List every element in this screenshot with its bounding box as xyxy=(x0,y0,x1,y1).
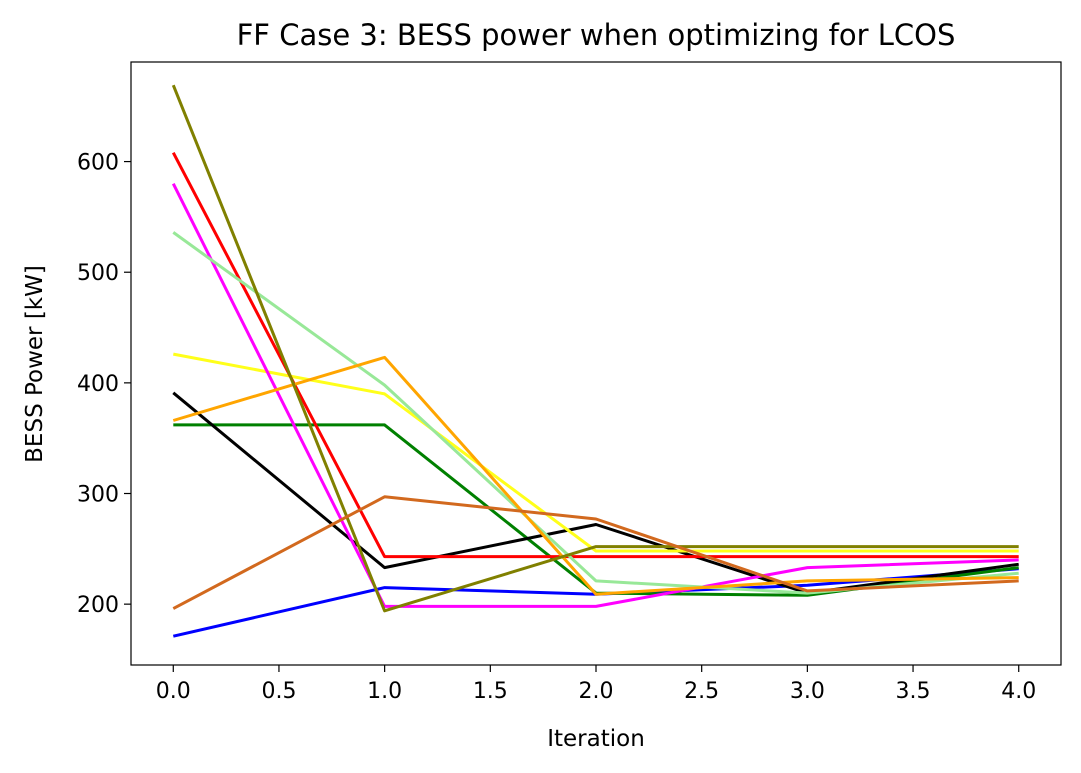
series-line-3 xyxy=(172,391,1019,595)
series-line-4 xyxy=(173,352,1019,553)
series-line-6 xyxy=(171,183,1019,608)
y-tick-label: 300 xyxy=(77,483,119,508)
x-tick-label: 2.0 xyxy=(579,679,614,704)
x-tick-label: 0.0 xyxy=(156,679,191,704)
series-line-10 xyxy=(172,495,1019,610)
x-axis-label: Iteration xyxy=(547,726,645,752)
series-line-8 xyxy=(172,355,1019,596)
x-axis: 0.0 0.5 1.0 1.5 2.0 2.5 3.0 3.5 4.0 xyxy=(156,665,1036,704)
plot-frame xyxy=(130,61,1062,666)
chart-title: FF Case 3: BESS power when optimizing fo… xyxy=(237,18,956,52)
y-tick-label: 400 xyxy=(77,372,119,397)
y-axis-label: BESS Power [kW] xyxy=(22,265,48,463)
x-tick-label: 2.5 xyxy=(684,679,719,704)
series-line-2 xyxy=(173,423,1019,597)
plot-area xyxy=(171,84,1019,638)
series-line-9 xyxy=(171,84,1019,613)
x-tick-label: 1.0 xyxy=(367,679,402,704)
series-line-7 xyxy=(172,231,1019,595)
y-axis: 200 300 400 500 600 xyxy=(77,151,131,618)
y-tick-label: 600 xyxy=(77,151,119,176)
series-line-5 xyxy=(171,152,1019,559)
x-tick-label: 3.0 xyxy=(790,679,825,704)
x-tick-label: 3.5 xyxy=(896,679,931,704)
y-tick-label: 500 xyxy=(77,261,119,286)
x-tick-label: 4.0 xyxy=(1001,679,1036,704)
y-tick-label: 200 xyxy=(77,593,119,618)
x-tick-label: 1.5 xyxy=(473,679,508,704)
x-tick-label: 0.5 xyxy=(261,679,296,704)
